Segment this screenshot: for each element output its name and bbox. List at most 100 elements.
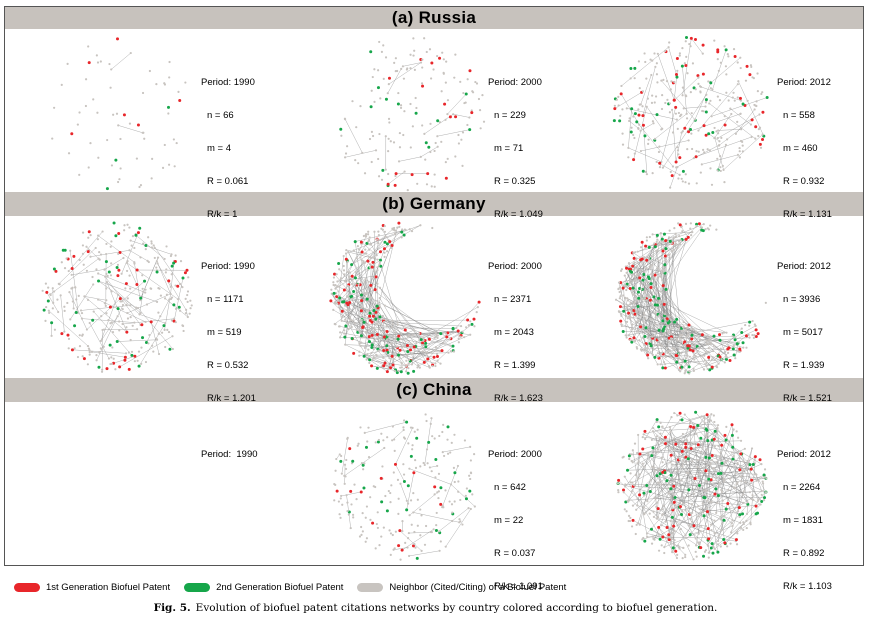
network-node <box>686 235 690 239</box>
network-edge <box>706 435 710 459</box>
network-node <box>633 136 636 140</box>
network-node <box>673 226 676 230</box>
network-node <box>621 286 625 290</box>
network-node <box>625 336 628 339</box>
network-node <box>97 234 100 237</box>
network-node <box>761 110 765 114</box>
network-node <box>355 126 358 129</box>
network-node <box>86 363 89 366</box>
network-node <box>622 309 626 313</box>
network-node <box>153 256 156 260</box>
network-node <box>748 324 751 327</box>
network-node <box>655 240 658 243</box>
network-edge <box>685 458 734 536</box>
network-node <box>699 546 703 550</box>
network-node <box>338 268 341 271</box>
network-node <box>131 324 134 327</box>
network-node <box>458 518 461 521</box>
network-node <box>109 86 112 89</box>
network-edge <box>119 336 173 368</box>
network-node <box>686 354 689 357</box>
network-node <box>757 498 760 501</box>
network-node <box>350 336 354 340</box>
network-edge <box>697 425 762 465</box>
network-node <box>439 486 443 490</box>
network-node <box>643 349 646 352</box>
network-node <box>749 521 752 524</box>
network-node <box>760 499 764 503</box>
network-node <box>699 450 702 454</box>
network-node <box>118 178 121 181</box>
network-node <box>143 137 146 140</box>
network-node <box>341 315 344 318</box>
network-node <box>625 510 628 513</box>
network-node <box>670 80 673 83</box>
network-node <box>461 164 464 167</box>
network-node <box>737 450 740 453</box>
network-node <box>157 352 161 356</box>
network-node <box>639 258 643 262</box>
network-node <box>334 287 337 290</box>
network-node <box>334 284 337 287</box>
network-node <box>438 530 441 533</box>
network-edge <box>665 432 671 474</box>
network-edge <box>379 316 441 334</box>
legend-label-gen1: 1st Generation Biofuel Patent <box>46 581 171 593</box>
network-node <box>664 287 668 291</box>
network-edge <box>712 49 727 90</box>
network-node <box>386 436 389 439</box>
network-node <box>342 269 346 272</box>
network-node <box>718 355 722 359</box>
network-node <box>390 246 393 249</box>
network-node <box>754 137 757 140</box>
network-node <box>354 159 357 162</box>
network-edge <box>334 236 386 303</box>
network-node <box>114 234 118 238</box>
network-node <box>651 263 654 267</box>
network-node <box>713 445 716 448</box>
network-node <box>612 119 616 123</box>
network-node <box>667 492 671 495</box>
network-edge <box>134 262 141 301</box>
network-edge <box>688 426 691 490</box>
network-node <box>402 473 406 476</box>
network-node <box>389 532 393 535</box>
network-node <box>389 491 392 495</box>
network-node <box>125 303 128 306</box>
network-node <box>385 352 388 355</box>
network-node <box>337 261 341 265</box>
network-node <box>725 331 728 334</box>
network-node <box>448 500 451 503</box>
network-node <box>358 342 361 345</box>
network-node <box>674 72 678 76</box>
network-edge <box>339 269 375 311</box>
network-node <box>403 345 406 349</box>
network-node <box>667 236 671 239</box>
network-node <box>419 338 423 342</box>
network-node <box>119 167 122 170</box>
network-node <box>739 452 743 456</box>
network-node <box>706 148 709 151</box>
stats-russia-2000: Period: 2000 n = 229 m = 71 R = 0.325 R/… <box>488 55 543 242</box>
network-node <box>645 258 649 262</box>
network-node <box>757 134 760 138</box>
network-node <box>680 418 684 422</box>
network-node <box>445 335 449 339</box>
network-node <box>683 340 687 344</box>
network-node <box>168 347 172 351</box>
network-node <box>433 149 436 153</box>
network-node <box>359 341 363 344</box>
network-node <box>356 444 359 447</box>
network-node <box>78 111 81 114</box>
network-node <box>337 325 341 328</box>
network-node <box>740 327 743 330</box>
network-node <box>630 274 634 277</box>
network-node <box>396 321 399 324</box>
network-node <box>633 442 637 445</box>
network-node <box>652 510 655 513</box>
network-node <box>372 485 375 488</box>
network-node <box>739 139 743 143</box>
network-node <box>420 514 423 517</box>
network-node <box>655 113 659 117</box>
network-node <box>676 246 679 250</box>
